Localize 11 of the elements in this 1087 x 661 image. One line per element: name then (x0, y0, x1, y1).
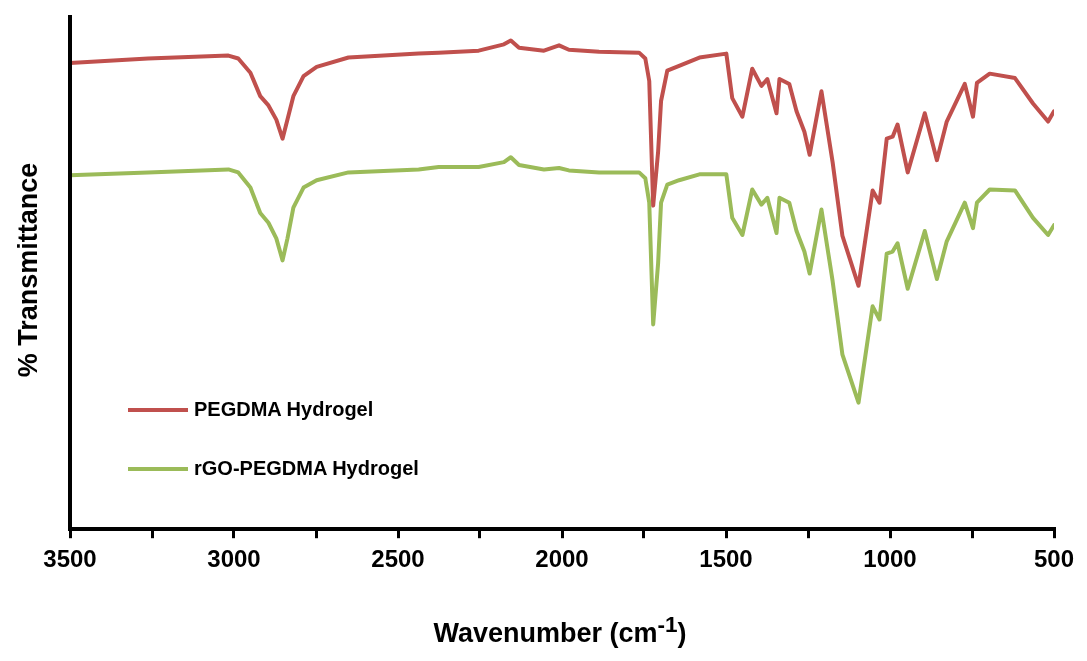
x-tick-label: 500 (1033, 545, 1075, 573)
legend-label: rGO-PEGDMA Hydrogel (194, 457, 419, 480)
x-tick-label: 1000 (863, 545, 917, 573)
x-tick-label: 3500 (43, 545, 97, 573)
x-axis-title: Wavenumber (cm$^{-1}$) (432, 612, 688, 649)
y-axis-title: % Transmittance (12, 162, 44, 378)
x-tick-label: 2500 (371, 545, 425, 573)
legend-label: PEGDMA Hydrogel (194, 398, 374, 421)
x-tick-label: 2000 (535, 545, 589, 573)
x-tick-label: 1500 (699, 545, 753, 573)
x-tick-label: 3000 (207, 545, 261, 573)
